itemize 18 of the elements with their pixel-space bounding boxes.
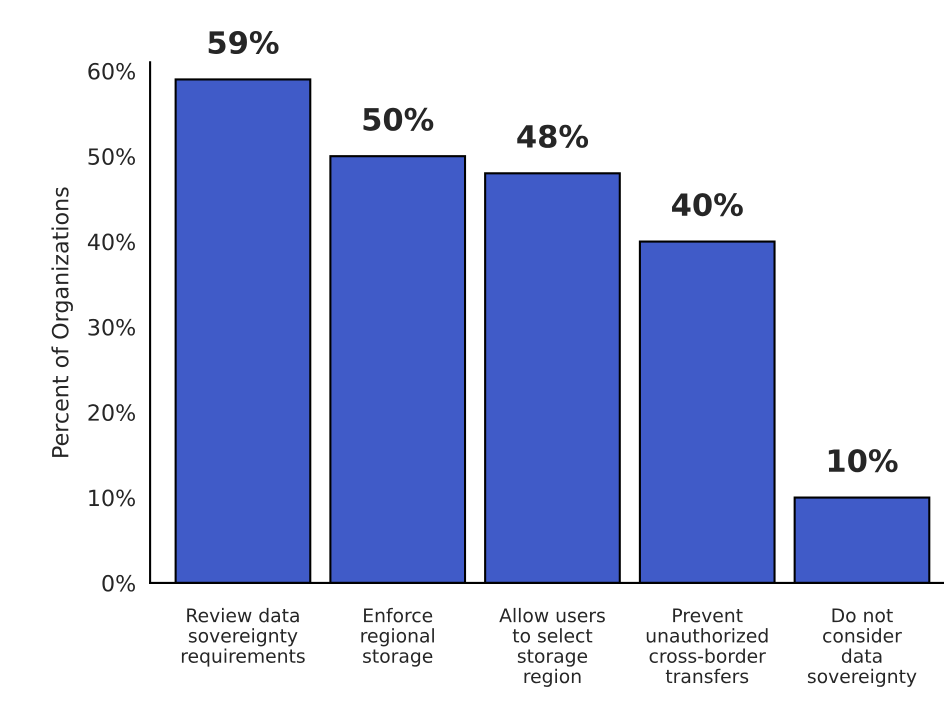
data-label: 10% [828,449,898,472]
y-tick-label: 10% [89,490,135,506]
x-tick-label: Prevent unauthorized cross-border transfers [646,608,768,684]
data-label: 59% [208,30,279,54]
data-label: 50% [363,108,434,131]
y-tick-label: 40% [88,234,135,250]
y-tick-label: 60% [88,62,135,80]
y-axis-title: Percent of Organizations [51,187,73,457]
y-tick-label: 30% [88,318,135,336]
x-tick-label: Do not consider data sovereignty [808,608,916,687]
y-tick-label: 50% [88,148,135,165]
y-tick-label: 20% [88,404,135,421]
x-tick-label: Allow users to select storage region [499,608,605,687]
data-label: 48% [517,124,588,148]
y-tick-label: 0% [102,574,135,592]
x-tick-label: Review data sovereignty requirements [182,608,305,667]
x-tick-label: Enforce regional storage [361,608,434,667]
data-label: 40% [672,193,743,216]
